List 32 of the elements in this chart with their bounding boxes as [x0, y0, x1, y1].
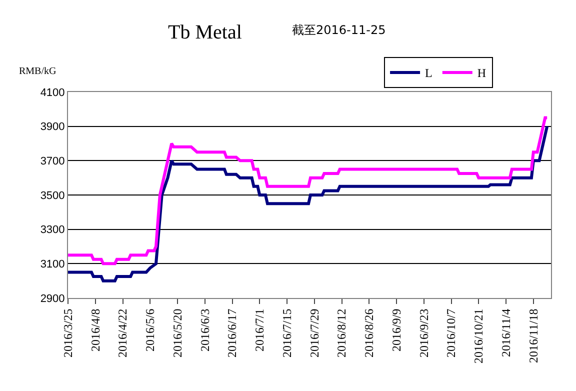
x-tick-label: 2016/4/22 — [116, 308, 130, 358]
y-tick-label: 3100 — [40, 258, 65, 271]
y-tick-label: 2900 — [40, 292, 65, 305]
y-tick-label: 3500 — [40, 190, 65, 202]
chart-title: Tb Metal — [168, 21, 242, 44]
x-tick-label: 2016/11/4 — [498, 308, 513, 358]
legend-label: H — [477, 66, 486, 80]
x-tick-label: 2016/6/17 — [225, 308, 240, 358]
x-tick-label: 2016/3/25 — [60, 308, 75, 358]
x-tick-label: 2016/7/1 — [252, 308, 267, 352]
x-tick-label: 2016/7/15 — [280, 308, 294, 358]
x-tick-label: 2016/5/6 — [143, 308, 158, 352]
line-series — [68, 116, 549, 266]
y-tick-label: 4100 — [40, 86, 65, 99]
x-tick-label: 2016/8/26 — [362, 308, 376, 358]
x-tick-label: 2016/6/3 — [198, 308, 212, 352]
legend-label: L — [425, 66, 432, 80]
chart-subtitle: 截至2016-11-25 — [292, 23, 386, 37]
x-tick-label: 2016/7/29 — [307, 308, 322, 358]
x-tick-label: 2016/11/18 — [526, 308, 540, 364]
y-tick-label: 3900 — [40, 121, 65, 134]
x-tick-label: 2016/9/23 — [416, 308, 431, 358]
x-tick-label: 2016/5/20 — [170, 308, 184, 358]
x-tick-label: 2016/10/21 — [472, 308, 486, 364]
line-series — [68, 124, 549, 282]
x-tick-label: 2016/10/7 — [444, 308, 458, 358]
x-tick-label: 2016/9/9 — [389, 308, 404, 352]
y-axis-title: RMB/kG — [19, 66, 56, 77]
y-tick-label: 3300 — [40, 224, 65, 236]
y-tick-label: 3700 — [40, 156, 65, 168]
x-tick-label: 2016/4/8 — [88, 308, 102, 352]
x-tick-label: 2016/8/12 — [334, 308, 349, 358]
